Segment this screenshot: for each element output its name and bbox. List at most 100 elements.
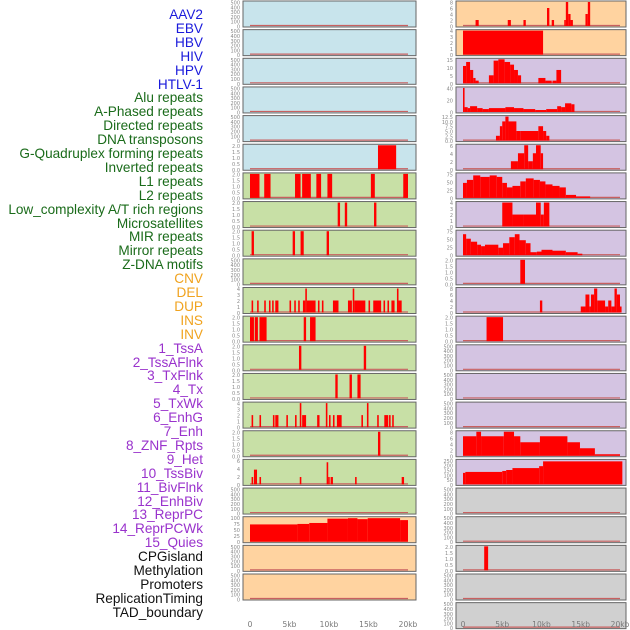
y-tick-label: 50 [447, 180, 453, 186]
y-tick-label: 400 [230, 263, 240, 269]
data-bar [520, 442, 540, 456]
y-tick-label: 200 [443, 359, 453, 365]
track-label: Low_complexity A/T rich regions [8, 201, 203, 217]
track-label: INV [180, 326, 203, 342]
data-bar [568, 14, 571, 26]
y-tick-label: 1.0 [232, 242, 240, 248]
y-tick-label: 100 [230, 507, 240, 513]
y-tick-label: 2 [450, 160, 453, 166]
data-bar [565, 252, 578, 256]
data-bar [463, 182, 467, 198]
data-bar [528, 161, 533, 170]
data-bar [535, 110, 547, 112]
data-bar [268, 300, 271, 313]
y-tick-label: 1.5 [232, 350, 240, 356]
data-bar [257, 300, 259, 313]
y-tick-label: 400 [230, 34, 240, 40]
track-label: Methylation [133, 563, 203, 578]
data-bar [514, 108, 524, 112]
data-bar [546, 109, 558, 112]
data-bar [585, 14, 588, 26]
panel-left-background [242, 430, 417, 458]
y-tick-label: 0.5 [445, 276, 453, 282]
y-tick-label: 200 [443, 531, 453, 537]
y-tick-label: 1.0 [232, 442, 240, 448]
data-bar [519, 240, 526, 256]
data-bar [309, 522, 328, 542]
panel-right-background [455, 0, 627, 28]
data-bar [539, 181, 546, 198]
y-tick-label: 200 [230, 44, 240, 50]
y-tick-label: 0 [237, 282, 240, 288]
data-bar [540, 214, 544, 227]
y-tick-label: 1.0 [232, 156, 240, 162]
data-bar [481, 436, 504, 456]
panel-left-background [242, 29, 417, 57]
y-tick-label: 0.5 [232, 334, 240, 340]
data-bar [488, 75, 494, 84]
data-bar [355, 477, 357, 485]
data-bar [480, 176, 490, 198]
track-label: EBV [175, 20, 203, 36]
y-tick-label: 2 [237, 475, 240, 481]
y-tick-label: 200 [230, 72, 240, 78]
panel-left-background [242, 229, 417, 257]
data-bar [523, 214, 537, 227]
y-tick-label: 1.5 [445, 551, 453, 557]
data-bar [306, 300, 316, 313]
y-tick-label: 4 [450, 442, 453, 448]
y-tick-label: 0.0 [232, 397, 240, 403]
y-tick-label: 0.5 [232, 162, 240, 168]
y-tick-label: 500 [230, 115, 240, 121]
data-bar [373, 300, 382, 313]
data-bar [264, 173, 271, 198]
y-tick-label: 6 [450, 293, 453, 299]
y-tick-label: 2 [237, 414, 240, 420]
x-tick-label: 10kb [532, 620, 551, 629]
y-tick-label: 0.0 [232, 340, 240, 346]
y-tick-label: 0.5 [232, 219, 240, 225]
y-tick-label: 400 [230, 550, 240, 556]
y-tick-label: 4 [237, 467, 240, 473]
y-tick-label: 400 [230, 120, 240, 126]
data-bar [585, 294, 590, 313]
data-bar [251, 477, 254, 485]
data-bar [363, 345, 367, 370]
y-tick-label: 4 [450, 201, 453, 207]
y-tick-label: 1.5 [232, 178, 240, 184]
y-tick-label: 100 [230, 134, 240, 140]
data-bar [579, 448, 595, 456]
data-bar [580, 306, 586, 313]
data-bar [587, 2, 591, 26]
y-tick-label: 300 [443, 583, 453, 589]
data-bar [326, 462, 329, 485]
data-bar [328, 477, 330, 485]
panel-left-background [242, 86, 417, 114]
data-bar [517, 153, 525, 170]
data-bar [546, 8, 550, 26]
data-bar [396, 288, 399, 313]
y-tick-label: 3 [450, 35, 453, 41]
y-tick-label: 200 [443, 588, 453, 594]
data-bar [507, 20, 511, 26]
y-tick-label: 100 [230, 516, 240, 522]
y-tick-label: 300 [230, 125, 240, 131]
data-bar [503, 243, 510, 256]
y-tick-label: 4 [237, 287, 240, 293]
data-bar [354, 300, 366, 313]
y-tick-label: 500 [230, 58, 240, 64]
y-tick-label: 2.0 [232, 373, 240, 379]
y-tick-label: 5.0 [445, 130, 453, 136]
y-tick-label: 1.5 [232, 207, 240, 213]
data-bar [473, 77, 476, 84]
data-bar [383, 300, 386, 313]
data-bar [523, 20, 526, 26]
y-tick-label: 200 [230, 559, 240, 565]
y-tick-label: 500 [443, 516, 453, 522]
data-bar [250, 317, 254, 342]
y-tick-label: 300 [443, 612, 453, 618]
track-label: 12_EnhBiv [137, 493, 203, 509]
data-bar [302, 173, 311, 198]
y-tick-label: 6 [450, 436, 453, 442]
y-tick-label: 100 [443, 535, 453, 541]
